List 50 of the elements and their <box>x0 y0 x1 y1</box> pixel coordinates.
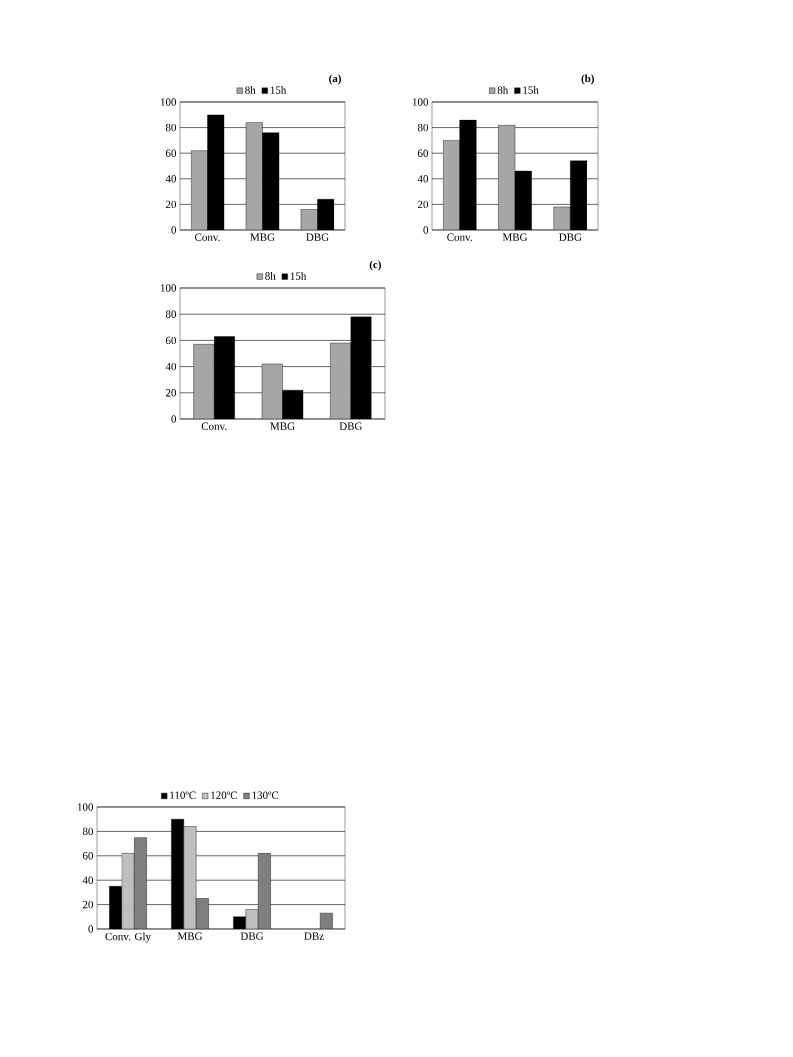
y-tick-label: 40 <box>82 876 94 884</box>
x-tick-label: DBG <box>339 422 363 430</box>
y-tick-label: 100 <box>160 98 177 106</box>
legend-label: 15h <box>523 86 539 94</box>
y-tick-label: 0 <box>171 415 177 423</box>
y-tick-label: 0 <box>423 226 429 234</box>
x-tick-label: Conv. <box>447 233 472 241</box>
y-tick-label: 80 <box>165 310 177 318</box>
x-tick-label: MBG <box>502 233 528 241</box>
legend-label: 120ºC <box>211 791 237 799</box>
y-tick-label: 20 <box>82 900 94 909</box>
x-tick-label: MBG <box>270 422 295 430</box>
y-tick-label: 0 <box>171 226 177 234</box>
legend-label: 8h <box>497 86 509 94</box>
y-tick-label: 80 <box>165 123 177 132</box>
legend-label: 130ºC <box>252 791 279 799</box>
x-tick-label: Conv. Gly <box>105 932 151 943</box>
x-tick-label: Conv. <box>195 233 220 241</box>
y-tick-label: 40 <box>165 362 177 371</box>
y-tick-label: 20 <box>165 200 177 209</box>
y-tick-label: 60 <box>82 852 94 860</box>
y-tick-label: 100 <box>412 98 429 106</box>
chart-title: (a) <box>329 74 341 85</box>
x-tick-label: DBG <box>240 932 264 940</box>
y-tick-label: 60 <box>165 149 177 157</box>
x-tick-label: DBG <box>559 233 582 241</box>
legend-label: 110ºC <box>170 791 196 799</box>
chart-title: (b) <box>581 74 594 85</box>
y-tick-label: 100 <box>160 284 177 292</box>
y-tick-label: 60 <box>165 336 177 345</box>
x-tick-label: Conv. <box>201 422 227 430</box>
chart-title: (c) <box>369 260 381 271</box>
legend-label: 15h <box>290 272 307 280</box>
y-tick-label: 100 <box>77 803 94 811</box>
x-tick-label: MBG <box>177 932 203 940</box>
y-tick-label: 80 <box>82 827 94 836</box>
y-tick-label: 20 <box>165 389 177 397</box>
legend-label: 15h <box>270 86 287 94</box>
x-tick-label: MBG <box>250 233 275 241</box>
y-tick-label: 40 <box>417 175 429 183</box>
y-tick-label: 80 <box>417 123 429 132</box>
y-tick-label: 0 <box>88 925 94 933</box>
x-tick-label: DBG <box>306 233 329 241</box>
y-tick-label: 60 <box>417 149 429 157</box>
legend-label: 8h <box>265 272 276 280</box>
bar <box>245 122 263 230</box>
legend-label: 8h <box>245 86 256 94</box>
y-tick-label: 40 <box>165 175 177 183</box>
y-tick-label: 20 <box>417 200 429 209</box>
x-tick-label: DBz <box>304 932 324 940</box>
